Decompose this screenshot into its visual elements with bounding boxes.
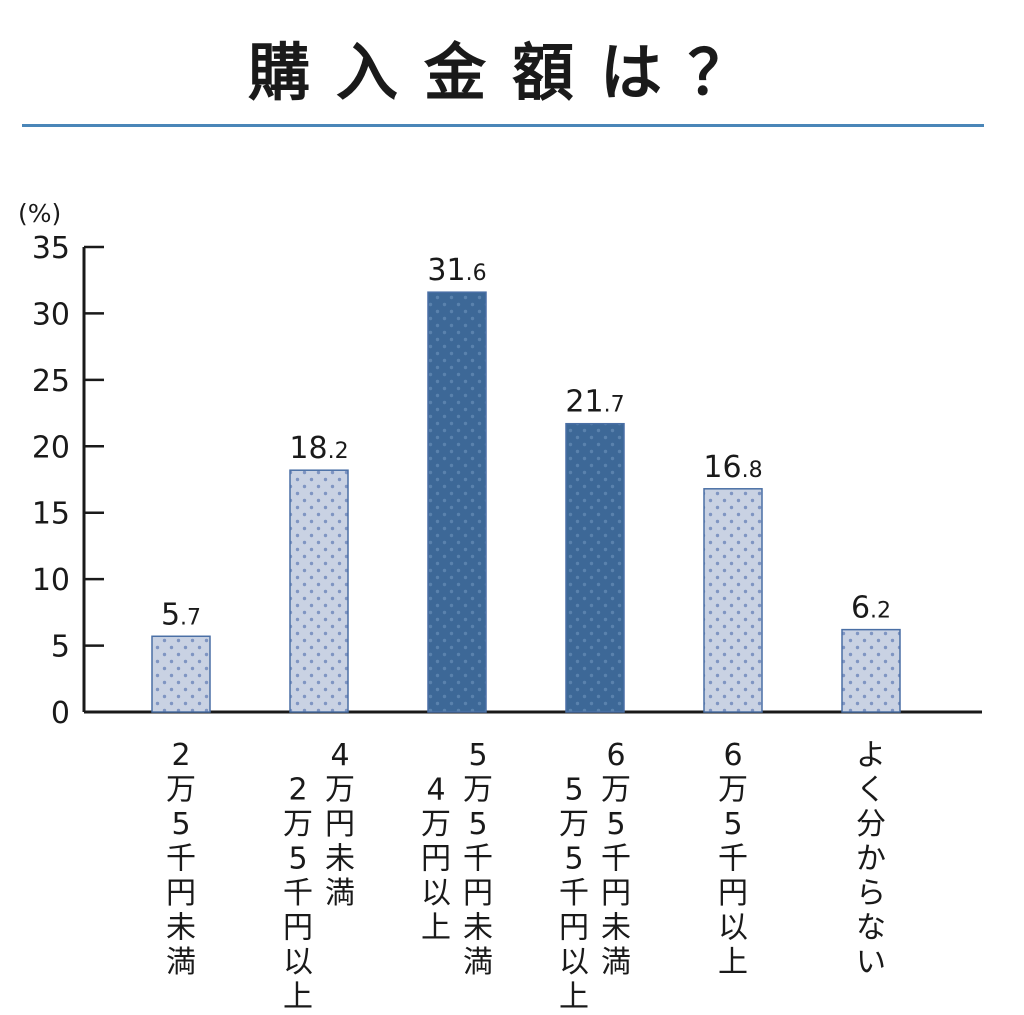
category-label-glyph: 上 <box>559 980 589 1015</box>
category-label-glyph: 5 <box>171 807 190 842</box>
category-label-glyph: 分 <box>856 807 886 842</box>
category-label-glyph: 千 <box>718 842 748 877</box>
category-label-glyph: 5 <box>723 807 742 842</box>
y-tick-label: 20 <box>32 430 70 465</box>
category-label-glyph: ら <box>856 876 886 911</box>
category-label-glyph: 円 <box>166 876 196 911</box>
category-label-glyph: 6 <box>723 738 742 773</box>
y-tick-label: 35 <box>32 231 70 266</box>
category-label-glyph: 満 <box>601 945 631 980</box>
category-label-glyph: 5 <box>468 738 487 773</box>
category-label-glyph: 5 <box>564 773 583 808</box>
y-tick-label: 10 <box>32 563 70 598</box>
bar <box>151 635 211 713</box>
category-label-glyph: 4 <box>426 773 445 808</box>
category-label-glyph: 円 <box>325 807 355 842</box>
category-label-glyph: 5 <box>564 842 583 877</box>
category-label-glyph: 未 <box>166 911 196 946</box>
bar-value-label: 21.7 <box>565 385 624 420</box>
y-tick-label: 5 <box>51 630 70 665</box>
category-label-glyph: な <box>856 911 886 946</box>
category-label-glyph: 千 <box>463 842 493 877</box>
category-label-glyph: 万 <box>166 773 196 808</box>
y-tick-label: 0 <box>51 696 70 731</box>
category-label-glyph: 満 <box>325 876 355 911</box>
category-label-glyph: 未 <box>325 842 355 877</box>
bar <box>427 291 487 713</box>
category-label-glyph: 万 <box>283 807 313 842</box>
bar-value-label: 6.2 <box>851 591 891 626</box>
category-label-glyph: 6 <box>606 738 625 773</box>
category-label-glyph: 万 <box>718 773 748 808</box>
category-labels: 2万5千円未満2万5千円以上4万円未満4万円以上5万5千円未満5万5千円以上6万… <box>166 738 886 1015</box>
category-label-glyph: 5 <box>288 842 307 877</box>
axes: 0 5 10 15 20 25 30 35 <box>32 231 982 731</box>
category-label-glyph: 円 <box>463 876 493 911</box>
bar <box>565 422 625 713</box>
category-label-glyph: 満 <box>463 945 493 980</box>
y-tick-label: 30 <box>32 297 70 332</box>
category-label-glyph: 万 <box>421 807 451 842</box>
category-label-glyph: 万 <box>601 773 631 808</box>
chart-title: 購入金額は？ <box>247 36 776 109</box>
category-label-glyph: 千 <box>559 876 589 911</box>
category-label-glyph: 円 <box>718 876 748 911</box>
bar <box>289 469 349 713</box>
bar <box>703 488 763 713</box>
category-label-glyph: い <box>856 945 886 980</box>
category-label-glyph: 2 <box>288 773 307 808</box>
category-label-glyph: 万 <box>463 773 493 808</box>
category-label-glyph: 4 <box>330 738 349 773</box>
y-tick-label: 25 <box>32 364 70 399</box>
category-label-glyph: 万 <box>325 773 355 808</box>
category-label-glyph: よ <box>856 738 886 773</box>
category-label-glyph: 円 <box>283 911 313 946</box>
category-label-glyph: 円 <box>559 911 589 946</box>
category-label-glyph: 万 <box>559 807 589 842</box>
category-label-glyph: 以 <box>559 945 589 980</box>
category-label-glyph: 円 <box>421 842 451 877</box>
category-label-glyph: 満 <box>166 945 196 980</box>
bar <box>841 628 901 713</box>
y-tick-label: 15 <box>32 497 70 532</box>
title-divider <box>22 124 984 127</box>
category-label-glyph: 上 <box>718 945 748 980</box>
bar-value-label: 31.6 <box>427 253 486 288</box>
bars: 5.7 18.2 31.6 21.7 16.8 6.2 <box>151 253 901 713</box>
category-label-glyph: 千 <box>601 842 631 877</box>
category-label-glyph: 千 <box>283 876 313 911</box>
category-label-glyph: 5 <box>468 807 487 842</box>
category-label-glyph: か <box>856 842 886 877</box>
category-label-glyph: 上 <box>283 980 313 1015</box>
category-label-glyph: く <box>856 773 886 808</box>
category-label-glyph: 未 <box>463 911 493 946</box>
category-label-glyph: 円 <box>601 876 631 911</box>
category-label-glyph: 以 <box>718 911 748 946</box>
category-label-glyph: 千 <box>166 842 196 877</box>
category-label-glyph: 以 <box>283 945 313 980</box>
bar-value-label: 18.2 <box>289 431 348 466</box>
category-label-glyph: 5 <box>606 807 625 842</box>
category-label-glyph: 上 <box>421 911 451 946</box>
bar-value-label: 16.8 <box>703 450 762 485</box>
y-axis-unit-label: (%) <box>18 199 61 228</box>
bar-value-label: 5.7 <box>161 597 201 632</box>
category-label-glyph: 2 <box>171 738 190 773</box>
category-label-glyph: 未 <box>601 911 631 946</box>
category-label-glyph: 以 <box>421 876 451 911</box>
